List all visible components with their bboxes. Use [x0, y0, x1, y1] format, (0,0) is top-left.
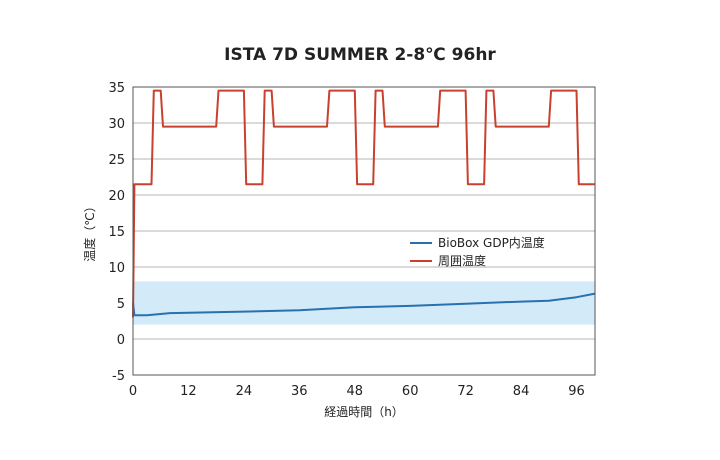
series-line-1 — [132, 89, 595, 318]
y-tick-label: 10 — [108, 261, 125, 276]
x-tick-label: 0 — [129, 384, 137, 399]
legend-label: 周囲温度 — [438, 253, 486, 268]
x-tick-label: 96 — [568, 384, 585, 399]
target-range-band — [133, 281, 595, 325]
y-tick-label: -5 — [112, 369, 125, 384]
legend-label: BioBox GDP内温度 — [438, 235, 545, 250]
y-tick-label: 0 — [117, 333, 125, 348]
y-tick-label: 15 — [108, 225, 125, 240]
y-tick-label: 35 — [108, 81, 125, 96]
y-tick-label: 20 — [108, 189, 125, 204]
x-axis-label: 経過時間（h） — [324, 405, 404, 419]
y-tick-label: 30 — [108, 117, 125, 132]
x-tick-label: 72 — [457, 384, 474, 399]
y-tick-label: 25 — [108, 153, 125, 168]
chart-title: ISTA 7D SUMMER 2-8℃ 96hr — [224, 45, 496, 65]
x-tick-label: 60 — [402, 384, 419, 399]
series-line-0 — [132, 292, 596, 317]
x-tick-label: 24 — [236, 384, 253, 399]
y-tick-label: 5 — [117, 297, 125, 312]
plot-frame — [132, 86, 596, 376]
x-tick-label: 48 — [346, 384, 363, 399]
x-tick-label: 36 — [291, 384, 308, 399]
x-tick-label: 12 — [180, 384, 197, 399]
y-axis-label: 温度（℃） — [82, 200, 97, 261]
x-tick-label: 84 — [513, 384, 530, 399]
